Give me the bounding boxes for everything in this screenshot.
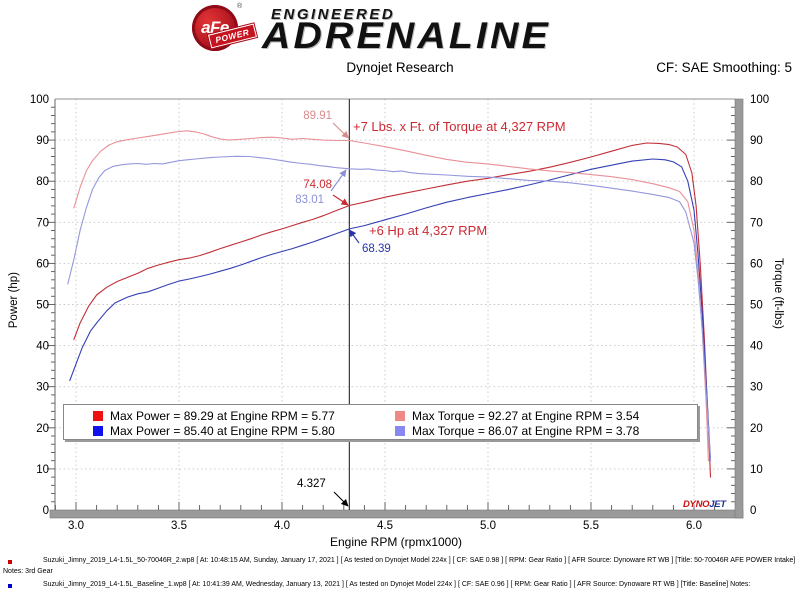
legend-item-max-power-baseline: Max Power = 85.40 at Engine RPM = 5.80 <box>93 423 395 438</box>
svg-text:30: 30 <box>750 382 763 394</box>
svg-text:3.5: 3.5 <box>171 520 187 532</box>
svg-text:100: 100 <box>750 94 769 106</box>
legend-label: Max Torque = 86.07 at Engine RPM = 3.78 <box>412 423 640 438</box>
legend-swatch-power-intake <box>93 410 103 421</box>
legend-swatch-power-baseline <box>93 425 103 436</box>
dynojet-logo-jet: JET <box>709 499 726 510</box>
svg-text:60: 60 <box>36 258 49 270</box>
svg-text:10: 10 <box>36 464 49 476</box>
annotation-torque-baseline-value: 83.01 <box>295 194 324 206</box>
svg-text:5.5: 5.5 <box>583 520 599 532</box>
svg-text:6.0: 6.0 <box>686 520 702 532</box>
svg-text:90: 90 <box>750 135 763 147</box>
svg-text:3.0: 3.0 <box>68 520 84 532</box>
registered-mark-icon: ® <box>237 3 243 10</box>
svg-text:90: 90 <box>36 135 49 147</box>
afe-power-logo: aFe <box>192 5 238 51</box>
svg-text:70: 70 <box>36 217 49 229</box>
legend-label: Max Power = 89.29 at Engine RPM = 5.77 <box>110 408 335 423</box>
run-info-intake: Suzuki_Jimny_2019_L4-1.5L_50-70046R_2.wp… <box>3 557 796 575</box>
svg-text:80: 80 <box>36 176 49 188</box>
run-info-baseline: Suzuki_Jimny_2019_L4-1.5L_Baseline_1.wp8… <box>43 581 751 588</box>
legend-item-max-torque-intake: Max Torque = 92.27 at Engine RPM = 3.54 <box>395 408 697 423</box>
annotation-torque-intake-value: 89.91 <box>303 110 332 122</box>
right-axis-title: Torque (ft-lbs) <box>772 258 784 329</box>
svg-text:70: 70 <box>750 217 763 229</box>
chart-title: Dynojet Research <box>346 60 454 75</box>
svg-text:0: 0 <box>43 505 49 517</box>
svg-text:60: 60 <box>750 258 763 270</box>
svg-text:40: 40 <box>750 341 763 353</box>
legend-item-max-power-intake: Max Power = 89.29 at Engine RPM = 5.77 <box>93 408 395 423</box>
svg-text:4.0: 4.0 <box>274 520 290 532</box>
annotation-power-gain: +6 Hp at 4,327 RPM <box>369 223 488 238</box>
legend-box: Max Power = 89.29 at Engine RPM = 5.77 M… <box>63 404 698 440</box>
legend-swatch-torque-intake <box>395 410 405 421</box>
annotation-cursor-rpm: 4.327 <box>297 478 326 490</box>
annotation-power-baseline-value: 68.39 <box>362 243 391 255</box>
svg-text:0: 0 <box>750 505 756 517</box>
svg-text:50: 50 <box>750 300 763 312</box>
svg-text:10: 10 <box>750 464 763 476</box>
dynojet-logo: DYNOJET <box>683 499 726 510</box>
svg-text:50: 50 <box>36 300 49 312</box>
run-bullet-intake <box>8 560 12 564</box>
brand-line-adrenaline: ADRENALINE <box>262 15 551 56</box>
legend-label: Max Torque = 92.27 at Engine RPM = 3.54 <box>412 408 640 423</box>
svg-text:80: 80 <box>750 176 763 188</box>
legend-item-max-torque-baseline: Max Torque = 86.07 at Engine RPM = 3.78 <box>395 423 697 438</box>
svg-text:20: 20 <box>36 423 49 435</box>
correction-factor-label: CF: SAE Smoothing: 5 <box>656 60 792 75</box>
svg-text:5.0: 5.0 <box>480 520 496 532</box>
annotation-power-intake-value: 74.08 <box>303 179 332 191</box>
brand-line-engineered: ENGINEERED <box>271 6 396 23</box>
annotation-torque-gain: +7 Lbs. x Ft. of Torque at 4,327 RPM <box>353 119 566 134</box>
left-axis-title: Power (hp) <box>8 272 20 329</box>
dynojet-logo-dyno: DYNO <box>683 499 710 510</box>
svg-text:20: 20 <box>750 423 763 435</box>
run-bullet-baseline <box>8 584 12 588</box>
svg-text:40: 40 <box>36 341 49 353</box>
svg-text:100: 100 <box>30 94 49 106</box>
svg-text:30: 30 <box>36 382 49 394</box>
legend-label: Max Power = 85.40 at Engine RPM = 5.80 <box>110 423 335 438</box>
legend-swatch-torque-baseline <box>395 425 405 436</box>
svg-text:4.5: 4.5 <box>377 520 393 532</box>
x-axis-title: Engine RPM (rpmx1000) <box>329 535 463 549</box>
